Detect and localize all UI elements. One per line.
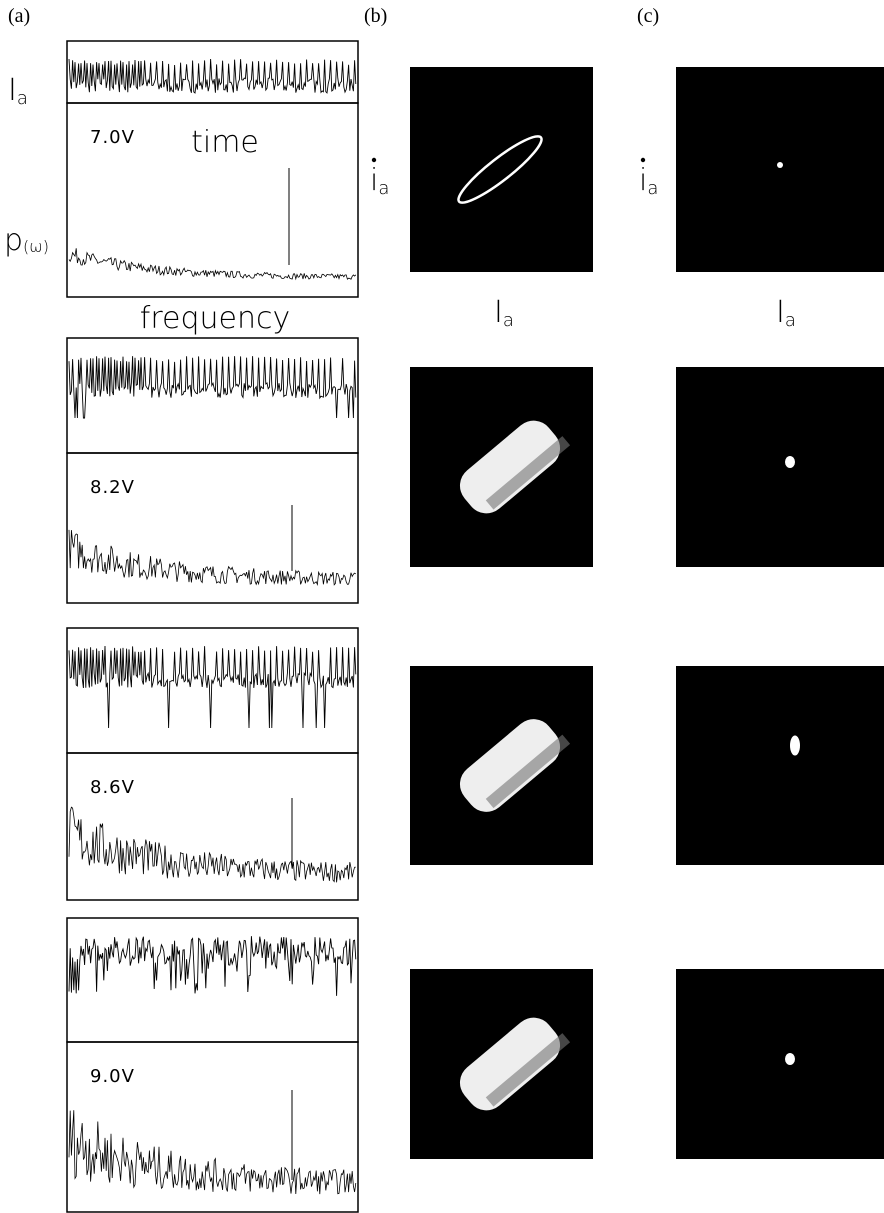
time-box (66, 627, 359, 754)
phase-portrait-c (676, 367, 884, 567)
point (785, 456, 795, 468)
spectrum-box (66, 752, 359, 901)
voltage-label: 7.0V (90, 127, 135, 148)
phase-portrait-c (676, 969, 884, 1159)
point (785, 1053, 795, 1065)
spectrum-box (66, 1041, 359, 1213)
attractor (459, 420, 561, 514)
point (777, 162, 783, 168)
phase-portrait-c (676, 67, 884, 272)
x-label: Ia (776, 295, 796, 331)
attractor-shade (485, 1033, 571, 1107)
spectrum-box (66, 102, 359, 298)
spectrum-box (66, 452, 359, 604)
attractor-shade (485, 734, 571, 809)
time-trace (68, 645, 357, 729)
spectrum-trace (68, 1110, 357, 1195)
spectrum-trace (68, 248, 357, 281)
y-label: ia (639, 163, 658, 199)
time-trace (68, 58, 357, 94)
phase-portrait-b (410, 67, 593, 272)
time-box (66, 337, 359, 454)
y-label: ia (370, 163, 389, 199)
voltage-label: 9.0V (90, 1066, 135, 1087)
spectrum-trace (68, 806, 356, 883)
voltage-label: 8.2V (90, 477, 135, 498)
time-trace (68, 356, 357, 419)
x-label: Ia (494, 295, 514, 331)
dot (640, 157, 646, 163)
attractor (457, 135, 543, 204)
attractor (459, 1017, 561, 1111)
panel-label: (b) (364, 5, 387, 27)
spectrum-label: p(ω) (4, 223, 49, 258)
time-label: time (191, 125, 259, 160)
dot (371, 157, 377, 163)
time-trace (68, 936, 357, 996)
point (790, 735, 800, 756)
panel-label: (c) (637, 5, 659, 27)
panel-label: (a) (8, 5, 30, 27)
signal-label: Ia (8, 73, 28, 109)
frequency-label: frequency (140, 301, 290, 336)
spectrum-trace (68, 529, 357, 587)
time-box (66, 917, 359, 1043)
phase-portrait-c (676, 666, 884, 865)
voltage-label: 8.6V (90, 777, 135, 798)
attractor-shade (485, 436, 571, 510)
attractor (459, 719, 561, 812)
